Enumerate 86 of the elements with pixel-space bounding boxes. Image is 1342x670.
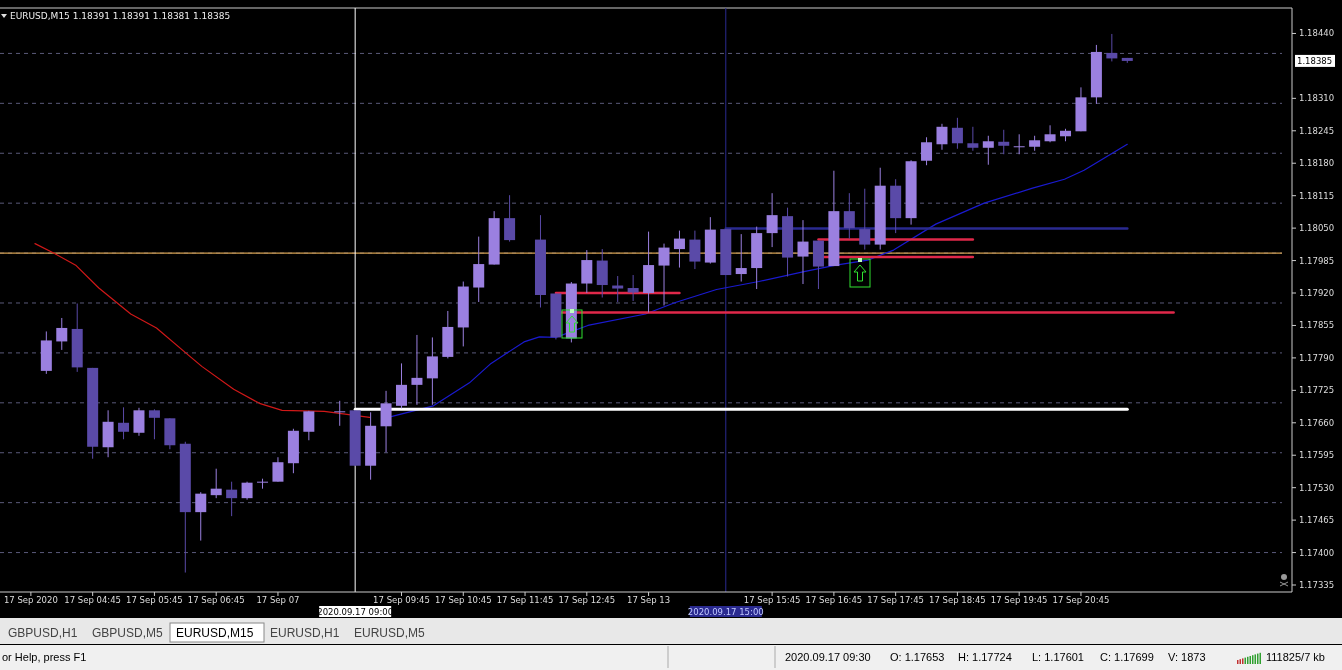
candlestick <box>133 407 145 437</box>
candlestick <box>612 275 624 303</box>
x-tick-label: 17 Sep 18:45 <box>929 595 986 605</box>
candlestick <box>673 230 685 269</box>
x-tick-label: 17 Sep 11:45 <box>496 595 554 605</box>
candlestick <box>859 188 871 251</box>
y-tick-label: 1.17725 <box>1299 385 1335 396</box>
candlestick <box>1013 133 1025 155</box>
text: C: 1.17699 <box>1100 651 1154 663</box>
candlestick <box>504 194 516 243</box>
x-tick-label: 17 Sep 19:45 <box>990 595 1048 605</box>
text: L: 1.17601 <box>1032 651 1084 663</box>
text: EURUSD,M5 <box>354 626 425 640</box>
text: or Help, press F1 <box>2 651 87 663</box>
chart-title: EURUSD,M15 1.18391 1.18391 1.18381 1.18385 <box>10 11 231 21</box>
text: GBPUSD,H1 <box>8 626 78 640</box>
candlestick <box>210 468 222 499</box>
candlestick <box>426 336 438 406</box>
candlestick <box>272 456 284 483</box>
text: H: 1.17724 <box>958 651 1012 663</box>
candlestick <box>967 126 979 152</box>
y-tick-label: 1.18180 <box>1299 158 1335 169</box>
candlestick <box>581 249 593 294</box>
y-tick-label: 1.18440 <box>1299 28 1335 39</box>
y-tick-label: 1.17465 <box>1299 515 1335 526</box>
candlestick <box>843 192 855 240</box>
candlestick <box>797 219 809 285</box>
x-tick-label: 17 Sep 20:45 <box>1052 595 1110 605</box>
candlestick <box>1044 124 1056 143</box>
y-tick-label: 1.17920 <box>1299 288 1335 299</box>
y-tick-label: 1.17790 <box>1299 352 1335 363</box>
text: 111825/7 kb <box>1266 651 1325 663</box>
candlestick <box>689 230 701 270</box>
candlestick <box>627 274 639 302</box>
x-tick-label: 17 Sep 06:45 <box>187 595 245 605</box>
y-tick-label: 1.17985 <box>1299 255 1335 266</box>
text: O: 1.17653 <box>890 651 945 663</box>
candlestick <box>56 317 68 351</box>
y-tick-label: 1.18245 <box>1299 125 1335 136</box>
candlestick <box>334 400 346 427</box>
y-tick-label: 1.17530 <box>1299 482 1335 493</box>
candlestick <box>473 236 485 303</box>
y-tick-label: 1.17595 <box>1299 450 1335 461</box>
candlestick <box>998 129 1010 155</box>
x-tick-label: 17 Sep 13 <box>627 595 671 605</box>
y-tick-label: 1.18115 <box>1299 190 1335 201</box>
candlestick <box>1106 33 1118 62</box>
candlestick <box>951 117 963 150</box>
y-tick-label: 1.17400 <box>1299 547 1335 558</box>
text: EURUSD,H1 <box>270 626 340 640</box>
x-tick-label: 17 Sep 12:45 <box>558 595 616 605</box>
candlestick <box>411 334 423 406</box>
y-tick-label: 1.18310 <box>1299 93 1335 104</box>
candlestick <box>118 406 130 440</box>
candlestick <box>658 243 670 306</box>
x-tick-label: 17 Sep 10:45 <box>434 595 492 605</box>
candlestick <box>936 123 948 151</box>
candlestick <box>303 410 315 441</box>
candlestick <box>766 192 778 248</box>
x-tick-label: 17 Sep 16:45 <box>805 595 863 605</box>
y-tick-label: 1.18050 <box>1299 223 1335 234</box>
text: 2020.09.17 09:30 <box>785 651 871 663</box>
candlestick <box>380 390 392 453</box>
x-tick-label: 17 Sep 04:45 <box>64 595 122 605</box>
candlestick <box>226 481 238 517</box>
candlestick <box>257 478 269 490</box>
line-series <box>34 243 371 418</box>
candlestick <box>921 136 933 166</box>
x-tick-label: 17 Sep 05:45 <box>126 595 183 605</box>
text: GBPUSD,M5 <box>92 626 164 640</box>
y-tick-label: 1.17335 <box>1299 580 1335 591</box>
x-tick-label: 17 Sep 07 <box>256 595 300 605</box>
x-tick-label: 17 Sep 2020 <box>3 595 58 605</box>
y-tick-label: 1.17660 <box>1299 417 1335 428</box>
x-tick-label: 17 Sep 17:45 <box>867 595 925 605</box>
y-tick-label: 1.17855 <box>1299 320 1335 331</box>
candlestick <box>195 491 207 542</box>
candlestick <box>396 362 407 409</box>
candlestick <box>735 233 747 283</box>
text: EURUSD,M15 <box>176 626 254 640</box>
candlestick <box>982 135 994 166</box>
candlestick <box>148 408 160 440</box>
text: V: 1873 <box>1168 651 1206 663</box>
x-tick-label: 17 Sep 09:45 <box>373 595 430 605</box>
text: 1.18385 <box>1297 55 1333 66</box>
x-tick-label: 17 Sep 15:45 <box>743 595 801 605</box>
